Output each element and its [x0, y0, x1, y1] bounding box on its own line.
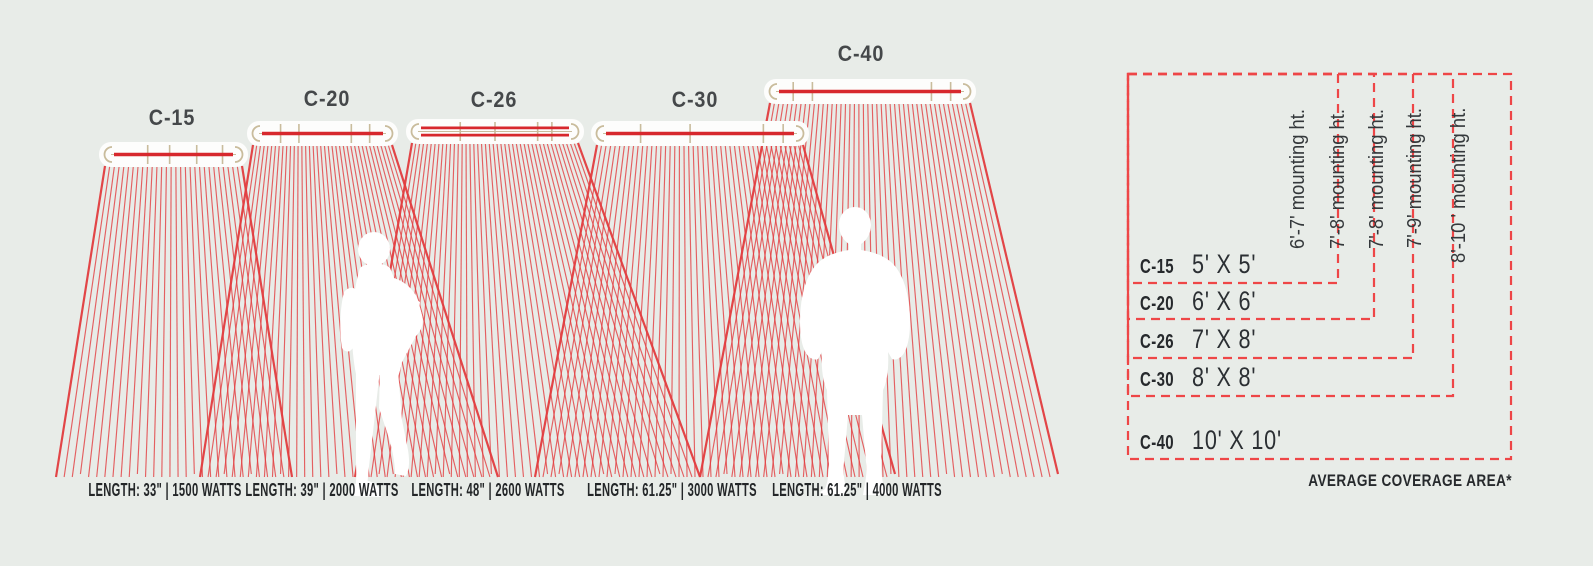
person-silhouette-large: [800, 207, 910, 495]
heater-fixture-c-20: [247, 121, 398, 146]
coverage-table-boxes: [1126, 72, 1513, 461]
heater-fixture-c-40: [764, 79, 976, 104]
fixture-end-bracket-right: [570, 123, 580, 140]
fixture-end-bracket-left: [251, 125, 261, 142]
heater-fixture-c-30: [591, 121, 809, 146]
heater-fixture-c-15: [99, 142, 248, 167]
fixture-end-bracket-right: [384, 125, 394, 142]
heater-fixture-c-26: [406, 119, 584, 144]
fixture-end-bracket-left: [103, 146, 113, 163]
fixture-end-bracket-left: [410, 123, 420, 140]
fixture-end-bracket-right: [962, 83, 972, 100]
fixture-end-bracket-left: [768, 83, 778, 100]
fixture-end-bracket-right: [234, 146, 244, 163]
beam-fan-c-30: [533, 144, 897, 478]
fixture-end-bracket-right: [795, 125, 805, 142]
fixture-end-bracket-left: [595, 125, 605, 142]
coverage-box-c-30: [1126, 72, 1455, 398]
coverage-box-c-26: [1126, 72, 1415, 360]
coverage-box-c-15: [1126, 72, 1340, 285]
person-silhouette-small: [340, 232, 423, 497]
